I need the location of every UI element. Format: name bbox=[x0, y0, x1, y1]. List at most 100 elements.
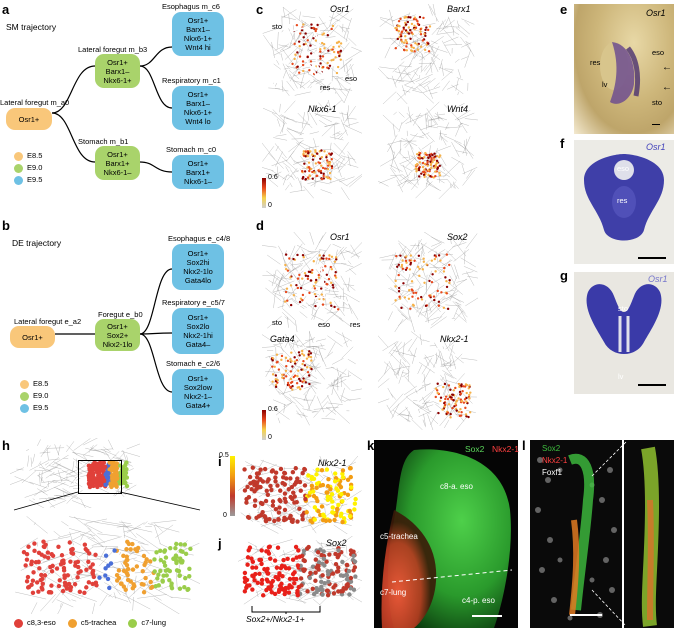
node-line: Osr1+ bbox=[187, 374, 209, 383]
d-gene-gata4: Gata4 bbox=[270, 334, 295, 344]
panel-label-f: f bbox=[560, 136, 565, 151]
l-stain-nkx21: Nkx2-1 bbox=[542, 456, 568, 465]
g-annotation-sto: sto bbox=[618, 304, 629, 313]
legend-label: c5-trachea bbox=[80, 618, 117, 627]
network-graph bbox=[379, 232, 478, 332]
b-leaf2-title: Respiratory e_c5/7 bbox=[162, 298, 225, 307]
node-line: Nkx6-1– bbox=[103, 167, 132, 177]
panel-label-g: g bbox=[560, 268, 568, 283]
b-leaf1-title: Esophagus e_c4/8 bbox=[168, 234, 231, 243]
node-line: Wnt4 lo bbox=[185, 117, 211, 126]
i-zoom-plot bbox=[238, 456, 362, 534]
j-bracket-label: Sox2+/Nkx2-1+ bbox=[246, 614, 305, 624]
a-mid-node: Osr1+ Barx1– Nkx6-1+ bbox=[95, 54, 140, 88]
h-zoom-lines bbox=[13, 491, 201, 511]
a-leaf2-title: Respiratory m_c1 bbox=[162, 76, 221, 85]
d-gene-nkx21: Nkx2-1 bbox=[440, 334, 469, 344]
l-tissue-shape bbox=[535, 453, 617, 621]
node-line: Nkx2-1hi bbox=[183, 331, 213, 340]
cell-points bbox=[434, 382, 472, 419]
panel-label-a: a bbox=[2, 2, 10, 17]
g-annotation-lv: lv bbox=[618, 372, 624, 381]
e-gene: Osr1 bbox=[646, 8, 666, 18]
cell-points bbox=[394, 15, 432, 53]
f-stain-shape bbox=[584, 154, 664, 241]
i-colorbar-min: 0 bbox=[223, 512, 227, 519]
panel-b-connectors bbox=[55, 268, 173, 393]
a-legend: E8.5 E9.0 E9.5 bbox=[14, 150, 42, 186]
g-gene: Osr1 bbox=[648, 274, 668, 284]
node-line: Sox2low bbox=[183, 383, 213, 392]
node-line: Gata4lo bbox=[184, 276, 212, 285]
node-line: Osr1+ bbox=[107, 57, 128, 67]
legend-item: E8.5 bbox=[20, 378, 48, 390]
b-root-title: Lateral foregut e_a2 bbox=[14, 317, 82, 326]
panel-label-i: i bbox=[218, 454, 222, 469]
i-gene: Nkx2-1 bbox=[318, 458, 347, 468]
c-gene-wnt4: Wnt4 bbox=[447, 104, 469, 114]
h-zoom-box bbox=[78, 460, 122, 494]
legend-label: E9.0 bbox=[33, 391, 49, 400]
c-colorbar-max: 0.6 bbox=[268, 174, 278, 181]
c-plot-wnt4 bbox=[378, 101, 478, 199]
panel-label-e: e bbox=[560, 2, 568, 17]
node-line: Nkx6-1+ bbox=[183, 34, 213, 43]
node-line: Sox2+ bbox=[106, 330, 129, 340]
b-leaf1-node: Osr1+ Sox2hi Nkx2-1lo Gata4lo bbox=[172, 244, 224, 290]
node-line: Barx1– bbox=[186, 25, 210, 34]
d-annotation-sto: sto bbox=[272, 318, 283, 327]
l-immunofluorescence-image bbox=[530, 440, 622, 628]
a-mid-title: Lateral foregut m_b3 bbox=[78, 45, 148, 54]
legend-item: E9.0 bbox=[14, 162, 42, 174]
k-region-lung: c7-lung bbox=[380, 588, 407, 597]
d-plot-osr1 bbox=[262, 232, 362, 332]
legend-item: E8.5 bbox=[14, 150, 42, 162]
legend-item: E9.5 bbox=[20, 402, 48, 414]
f-annotation-res: res bbox=[617, 196, 628, 205]
network-graph bbox=[262, 100, 362, 200]
panel-label-l: l bbox=[522, 438, 526, 453]
k-immunofluorescence-image bbox=[374, 440, 518, 628]
d-gene-sox2: Sox2 bbox=[447, 232, 468, 242]
cell-points bbox=[242, 544, 358, 598]
node-line: Gata4+ bbox=[185, 401, 211, 410]
k-stain-nkx21: Nkx2-1 bbox=[492, 444, 519, 454]
l-inset-image bbox=[624, 440, 674, 628]
d-colorbar-max: 0.6 bbox=[268, 406, 278, 413]
node-line: Barx1+ bbox=[105, 158, 130, 168]
panel-label-c: c bbox=[256, 2, 264, 17]
node-line: Osr1+ bbox=[107, 149, 128, 159]
panel-b-title: DE trajectory bbox=[12, 238, 62, 248]
k-region-posterior-eso: c4-p. eso bbox=[462, 596, 495, 605]
a-leaf1-node: Osr1+ Barx1– Nkx6-1+ Wnt4 hi bbox=[172, 12, 224, 56]
panel-label-k: k bbox=[367, 438, 375, 453]
g-section-image bbox=[574, 272, 674, 394]
d-colorbar bbox=[262, 410, 266, 440]
e-annotation-lv: lv bbox=[602, 80, 608, 89]
c-colorbar-min: 0 bbox=[268, 202, 272, 209]
e-annotation-sto: sto bbox=[652, 98, 663, 107]
node-line: Nkx2-1– bbox=[184, 392, 212, 401]
legend-label: c7-lung bbox=[141, 618, 167, 627]
e-whole-mount-image bbox=[574, 4, 674, 134]
a-mid2-title: Stomach m_b1 bbox=[78, 137, 129, 146]
d-colorbar-min: 0 bbox=[268, 434, 272, 441]
legend-label: E8.5 bbox=[33, 379, 49, 388]
node-line: Osr1+ bbox=[22, 332, 43, 342]
e-arrow-icon: ← bbox=[662, 62, 672, 73]
d-trajectory-arrow bbox=[291, 261, 353, 313]
f-gene: Osr1 bbox=[646, 142, 666, 152]
network-graph bbox=[378, 101, 478, 199]
legend-dot bbox=[14, 163, 23, 173]
legend-dot bbox=[14, 618, 23, 628]
c-plot-barx1 bbox=[378, 4, 475, 104]
b-root-node: Osr1+ bbox=[10, 326, 55, 348]
node-line: Osr1+ bbox=[187, 249, 209, 258]
legend-label: E8.5 bbox=[27, 151, 43, 160]
l-stain-sox2: Sox2 bbox=[542, 444, 561, 453]
node-line: Barx1– bbox=[186, 99, 210, 108]
d-plot-sox2 bbox=[379, 232, 478, 332]
b-leaf2-node: Osr1+ Sox2lo Nkx2-1hi Gata4– bbox=[172, 308, 224, 354]
legend-dot bbox=[128, 618, 138, 628]
node-line: Nkx2-1lo bbox=[183, 267, 213, 276]
